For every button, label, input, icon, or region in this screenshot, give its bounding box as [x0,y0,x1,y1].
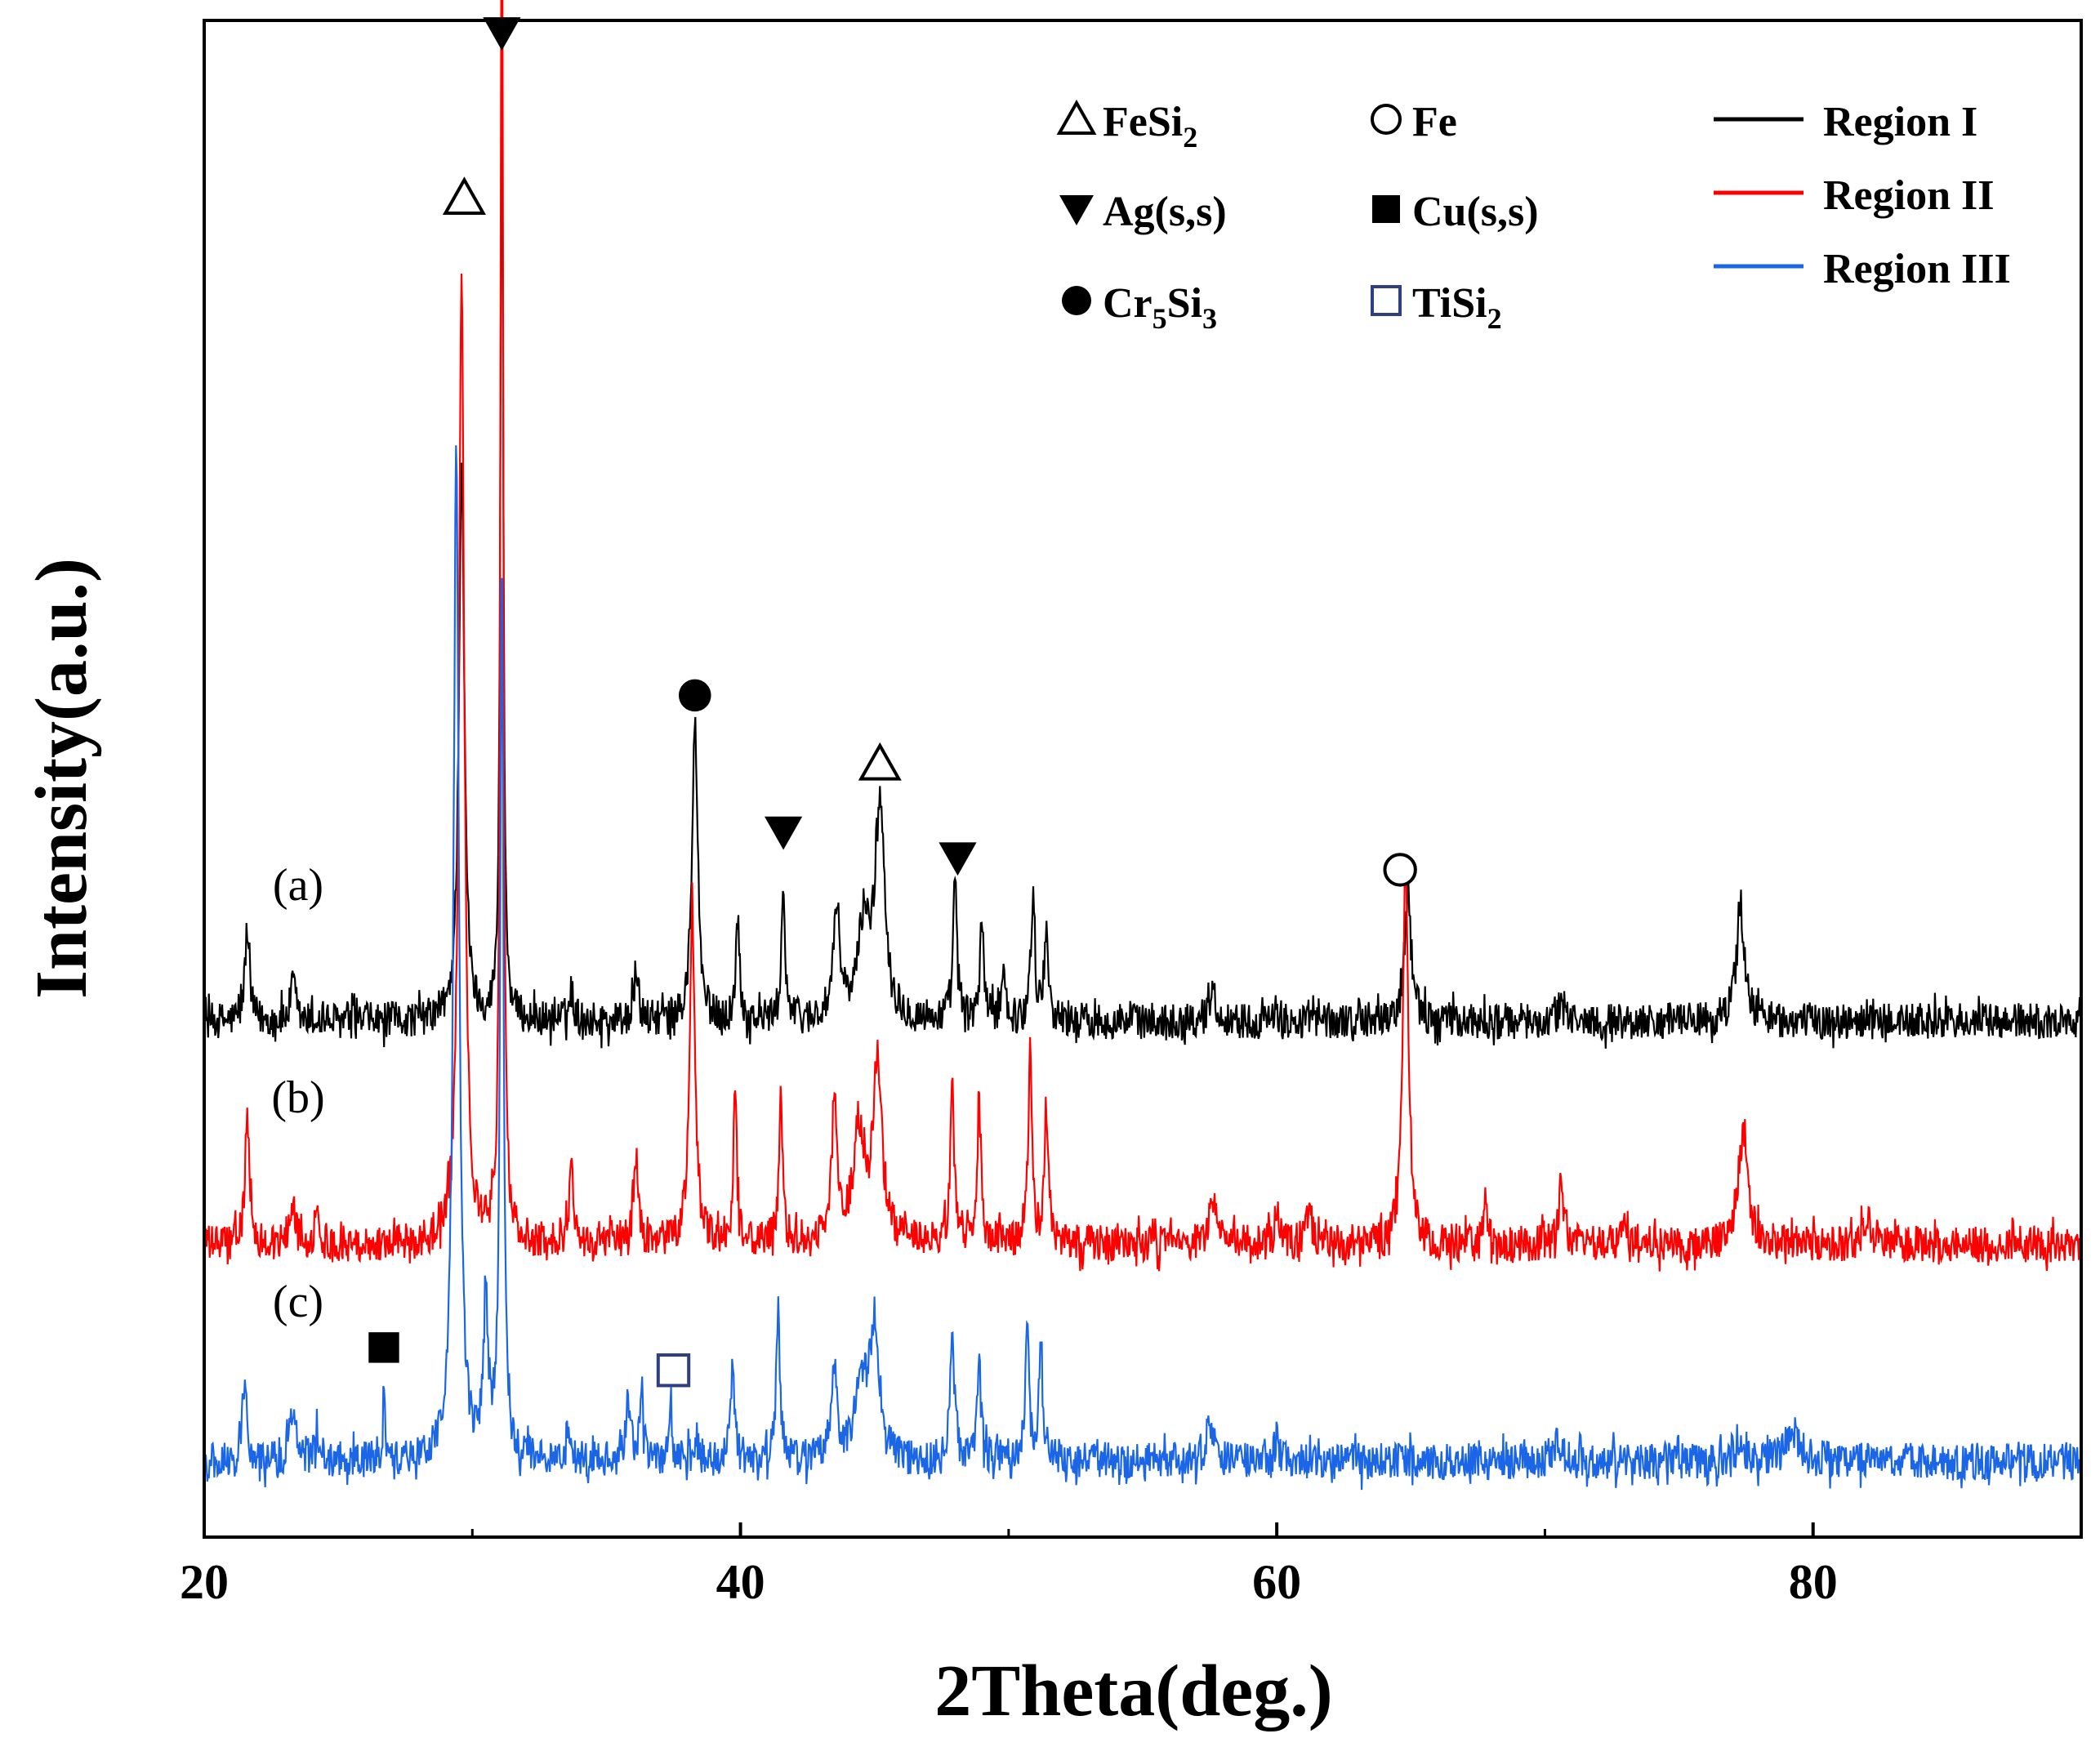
series-legend-label: Region III [1823,246,2011,292]
phase-legend-symbol-filled-down-triangle [1059,195,1094,225]
series-legend-item: Region III [1714,246,2011,292]
curve-labels: (a) (b) (c) [271,860,324,1327]
x-tick-label: 40 [716,1555,765,1609]
series-legend: Region I Region II Region III [1714,99,2011,292]
plot-frame [203,19,2083,1539]
series-line-2 [203,0,2083,1272]
phase-legend-symbol-open-triangle [1056,99,1097,135]
phase-marker-open-triangle [858,742,902,781]
phase-marker-filled-down-triangle [483,17,521,51]
series-legend-label: Region II [1823,172,1994,219]
series-legend-item: Region I [1714,99,1977,145]
phase-marker-open-square [656,1353,691,1388]
curve-label: (a) [273,860,323,911]
phase-marker-open-triangle [442,176,486,215]
phase-legend-symbol-open-square [1371,285,1402,316]
x-tick-label: 60 [1252,1555,1301,1609]
phase-legend-label: TiSi2 [1412,280,1502,335]
phase-legend-label: Cr5Si3 [1103,280,1217,335]
series-legend-label: Region I [1823,99,1977,145]
curve-label: (c) [273,1277,323,1327]
phase-legend-symbol-open-circle [1371,104,1402,135]
phase-marker-filled-circle [678,679,711,712]
x-axis-title: 2Theta(deg.) [934,1651,1332,1731]
series-line-3 [203,445,2083,1491]
phase-marker-open-circle [1383,853,1417,887]
x-axis-ticks: 20 40 60 80 [180,1522,2083,1609]
phase-legend-symbol-filled-square [1372,195,1400,223]
phase-legend-item: TiSi2 [1371,280,1502,335]
curve-label: (b) [271,1072,324,1123]
phase-legend-label: Ag(s,s) [1103,189,1227,235]
x-tick-label: 80 [1789,1555,1838,1609]
series-legend-item: Region II [1714,172,1994,219]
phase-marker-filled-down-triangle [939,842,977,876]
phase-legend-label: Fe [1412,99,1457,145]
phase-marker-filled-square [368,1332,399,1363]
phase-legend-label: FeSi2 [1103,99,1197,154]
series-line-1 [203,39,2083,1050]
phase-markers-layer [368,17,1417,1388]
phase-legend-item: Cu(s,s) [1372,189,1539,235]
phase-legend-item: FeSi2 [1056,99,1197,154]
phase-legend-item: Ag(s,s) [1059,189,1227,235]
phase-legend: FeSi2 Fe Ag(s,s) Cu(s,s) Cr5Si3 TiSi2 [1056,99,1539,335]
phase-legend-label: Cu(s,s) [1412,189,1539,235]
y-axis-title: Intensity(a.u.) [21,558,102,999]
phase-marker-filled-down-triangle [764,816,803,850]
phase-legend-item: Fe [1371,99,1457,145]
x-tick-label: 20 [180,1555,229,1609]
curves-layer [203,0,2083,1491]
phase-legend-item: Cr5Si3 [1062,280,1217,335]
phase-legend-symbol-filled-circle [1062,286,1091,315]
